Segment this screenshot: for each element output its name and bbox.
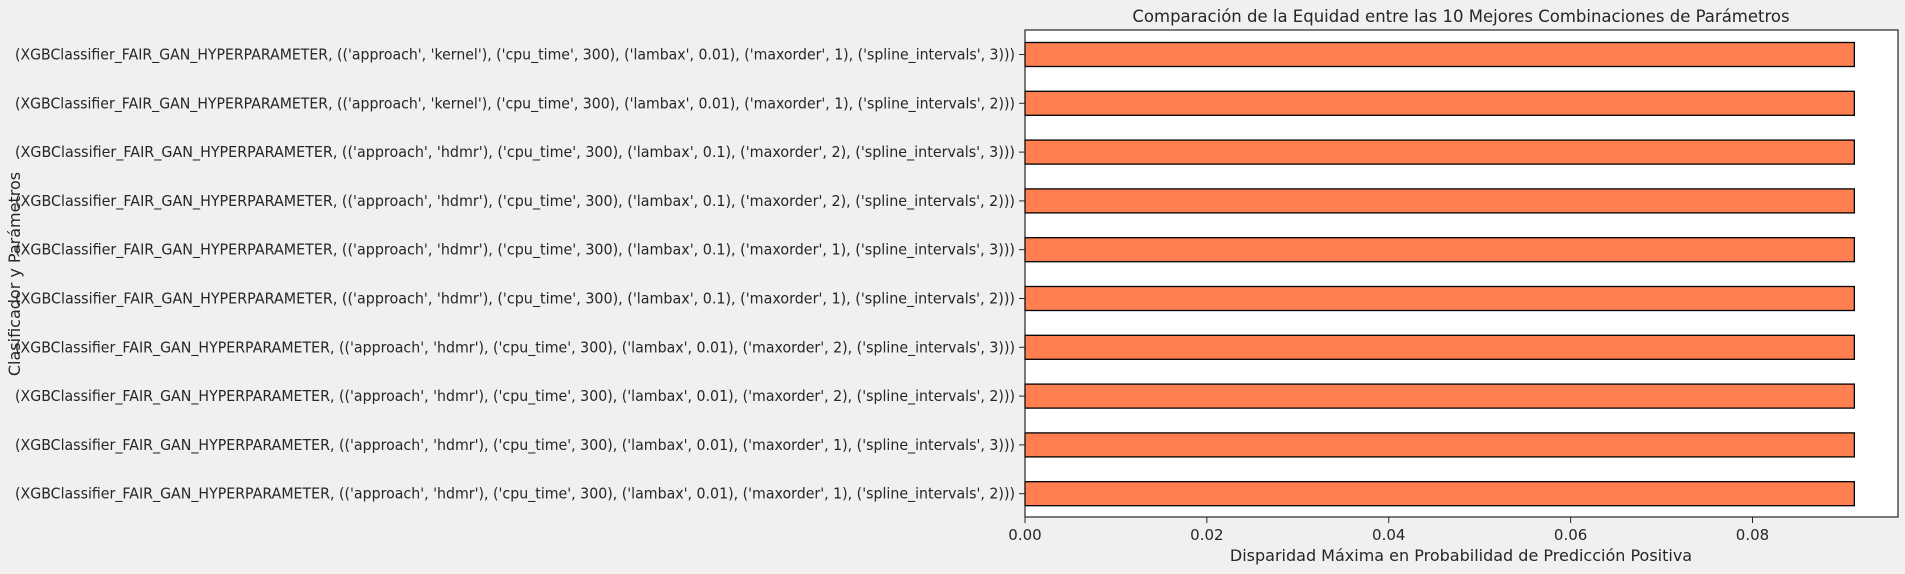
x-tick-label: 0.02 [1190, 526, 1223, 544]
bar [1024, 383, 1855, 409]
chart-title: Comparación de la Equidad entre las 10 M… [1132, 7, 1789, 26]
x-axis-label: Disparidad Máxima en Probabilidad de Pre… [1230, 546, 1692, 565]
bar [1024, 481, 1855, 507]
bars-group [1024, 41, 1855, 507]
x-ticks: 0.00 0.02 0.04 0.06 0.08 [1008, 517, 1769, 544]
y-axis-label: Clasificador y Parámetros [5, 172, 24, 376]
bar [1024, 237, 1855, 263]
bar [1024, 285, 1855, 312]
x-tick-label: 0.04 [1372, 526, 1405, 544]
category-label: (XGBClassifier_FAIR_GAN_HYPERPARAMETER, … [15, 387, 1015, 406]
bar [1024, 188, 1855, 214]
category-label: (XGBClassifier_FAIR_GAN_HYPERPARAMETER, … [15, 94, 1015, 113]
category-label: (XGBClassifier_FAIR_GAN_HYPERPARAMETER, … [15, 143, 1015, 162]
bar [1024, 90, 1855, 116]
category-label: (XGBClassifier_FAIR_GAN_HYPERPARAMETER, … [15, 485, 1015, 504]
plot-frame [1024, 29, 1899, 518]
bar [1024, 41, 1855, 68]
x-tick-label: 0.00 [1008, 526, 1041, 544]
category-label: (XGBClassifier_FAIR_GAN_HYPERPARAMETER, … [15, 338, 1015, 357]
category-label: (XGBClassifier_FAIR_GAN_HYPERPARAMETER, … [15, 290, 1015, 309]
category-labels: (XGBClassifier_FAIR_GAN_HYPERPARAMETER, … [15, 46, 1025, 504]
category-label: (XGBClassifier_FAIR_GAN_HYPERPARAMETER, … [15, 192, 1015, 211]
x-tick-label: 0.06 [1554, 526, 1587, 544]
x-tick-label: 0.08 [1736, 526, 1769, 544]
bar [1024, 334, 1855, 360]
bar [1024, 432, 1855, 458]
category-label: (XGBClassifier_FAIR_GAN_HYPERPARAMETER, … [15, 46, 1015, 65]
bar [1024, 139, 1855, 165]
category-label: (XGBClassifier_FAIR_GAN_HYPERPARAMETER, … [15, 436, 1015, 455]
category-label: (XGBClassifier_FAIR_GAN_HYPERPARAMETER, … [15, 241, 1015, 260]
